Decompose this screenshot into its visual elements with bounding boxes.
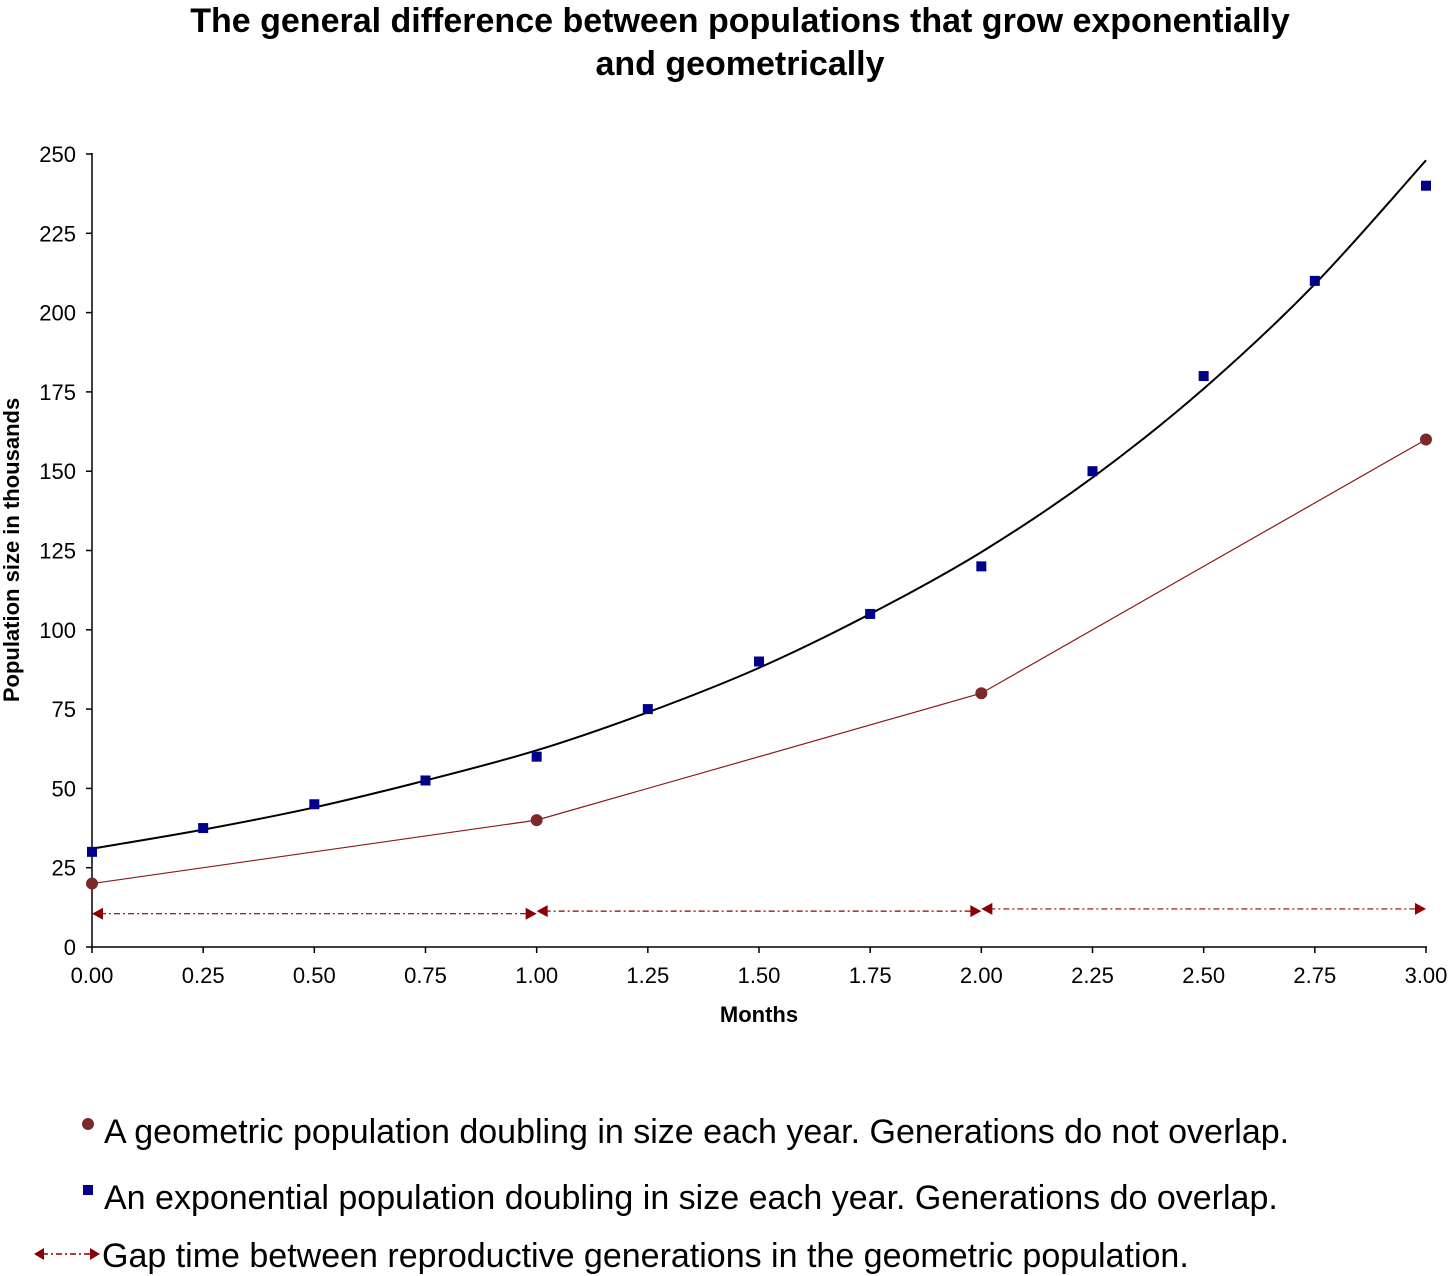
y-tick-label: 125 (39, 539, 76, 564)
x-tick-label: 2.25 (1071, 963, 1114, 988)
x-tick-label: 0.50 (293, 963, 336, 988)
geometric-point (86, 877, 98, 890)
x-tick-label: 1.00 (515, 963, 558, 988)
y-axis-label: Population size in thousands (0, 398, 24, 702)
legend-exponential-marker (83, 1185, 93, 1195)
x-tick-label: 0.25 (182, 963, 225, 988)
y-tick-label: 100 (39, 618, 76, 643)
x-tick-label: 1.75 (849, 963, 892, 988)
chart-title-line-1: The general difference between populatio… (190, 2, 1290, 40)
exponential-point (198, 823, 209, 834)
legend-geometric-marker (82, 1118, 94, 1130)
y-tick-label: 0 (64, 935, 76, 960)
trend-curve (91, 159, 1427, 850)
exponential-series (87, 180, 1431, 857)
x-tick-label: 0.00 (71, 963, 114, 988)
exponential-point (1087, 466, 1098, 477)
exponential-point (420, 775, 431, 786)
exponential-point (1198, 371, 1209, 382)
exponential-point (531, 751, 542, 762)
chart-plot: 0 25 50 75 100 125 150 175 200 225 250 0.00 0.25 0.50… (0, 142, 1447, 1027)
geometric-point (975, 687, 988, 700)
x-tick-label: 1.25 (626, 963, 669, 988)
exponential-point (865, 608, 876, 619)
chart-title-line-2: and geometrically (595, 45, 885, 83)
gap-arrow-head-left (981, 902, 993, 915)
x-tick-label: 0.75 (404, 963, 447, 988)
exponential-point (976, 561, 987, 572)
y-tick-label: 225 (39, 221, 76, 246)
y-tick-label: 50 (52, 776, 76, 801)
gap-arrow-head-right (1415, 902, 1426, 915)
geometric-point (530, 814, 543, 827)
exponential-point (1421, 180, 1431, 191)
gap-arrow-head-right (525, 907, 537, 920)
y-tick-label: 200 (39, 301, 76, 326)
legend-geometric-label: A geometric population doubling in size … (104, 1113, 1290, 1151)
gap-arrow-head-left (536, 905, 548, 918)
legend-gap-label: Gap time between reproductive generation… (102, 1237, 1189, 1275)
gap-arrow-head-right (970, 905, 982, 918)
y-tick-label: 175 (39, 380, 76, 405)
x-tick-label: 3.00 (1405, 963, 1448, 988)
x-axis-label: Months (720, 1002, 798, 1027)
exponential-point (1309, 275, 1320, 286)
y-tick-label: 250 (39, 142, 76, 167)
geometric-series (86, 433, 1432, 890)
y-tick-label: 150 (39, 459, 76, 484)
x-tick-label: 2.50 (1182, 963, 1225, 988)
x-tick-label: 2.00 (960, 963, 1003, 988)
gap-arrow-head-left (92, 907, 103, 920)
x-tick-label: 2.75 (1293, 963, 1336, 988)
y-tick-label: 25 (52, 856, 76, 881)
gap-arrows (92, 902, 1426, 920)
exponential-point (87, 846, 97, 857)
geometric-line (91, 438, 1427, 885)
exponential-point (309, 799, 320, 810)
trend-line (91, 159, 1427, 850)
legend-exponential-label: An exponential population doubling in si… (104, 1179, 1278, 1217)
chart-title: The general difference between populatio… (0, 0, 1450, 86)
legend-gap-marker (34, 1248, 100, 1260)
exponential-point (754, 656, 764, 667)
geometric-point (1420, 433, 1432, 446)
axes: 0 25 50 75 100 125 150 175 200 225 250 0.00 0.25 0.50… (39, 142, 1447, 988)
y-tick-label: 75 (52, 697, 76, 722)
exponential-point (642, 704, 653, 715)
x-tick-label: 1.50 (738, 963, 781, 988)
